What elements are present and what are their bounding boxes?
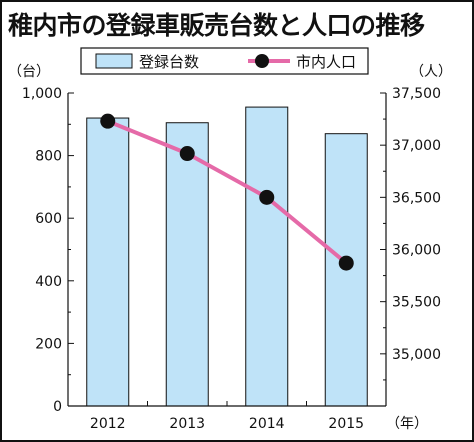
legend-bar-swatch xyxy=(95,53,133,69)
right-tick-label: 36,500 xyxy=(392,190,441,206)
bar-2014 xyxy=(245,106,289,407)
x-axis-ticks: 2012 2013 2014 2015 xyxy=(90,401,364,432)
right-tick-label: 35,500 xyxy=(392,295,441,311)
right-tick-label: 37,500 xyxy=(392,86,441,102)
right-tick-label: 37,000 xyxy=(392,138,441,154)
left-tick-label: 1,000 xyxy=(22,86,62,102)
left-axis-unit: （台） xyxy=(8,64,50,80)
left-tick-label: 400 xyxy=(35,274,62,290)
right-axis-unit: （人） xyxy=(410,64,452,80)
population-point-2013 xyxy=(179,146,195,162)
x-tick-label: 2012 xyxy=(90,416,126,432)
left-tick-label: 600 xyxy=(35,211,62,227)
x-tick-label: 2015 xyxy=(328,416,364,432)
left-tick-label: 800 xyxy=(35,149,62,165)
bar-series xyxy=(86,106,368,407)
legend-line-label: 市内人口 xyxy=(296,53,356,71)
chart-title: 稚内市の登録車販売台数と人口の推移 xyxy=(8,11,425,40)
bar-2013 xyxy=(165,122,209,407)
left-tick-label: 0 xyxy=(53,399,62,415)
left-tick-label: 200 xyxy=(35,336,62,352)
legend: 登録台数 市内人口 xyxy=(80,47,369,75)
legend-line-marker xyxy=(255,54,269,68)
x-tick-label: 2013 xyxy=(169,416,205,432)
x-tick-label: 2014 xyxy=(249,416,285,432)
right-axis-ticks: 35,000 35,500 36,000 36,500 37,000 37,500 xyxy=(380,86,441,381)
right-tick-label: 35,000 xyxy=(392,347,441,363)
line-series xyxy=(100,113,354,271)
population-point-2014 xyxy=(259,189,275,205)
right-tick-label: 36,000 xyxy=(392,243,441,259)
x-axis-unit: （年） xyxy=(386,416,428,432)
population-point-2012 xyxy=(100,113,116,129)
bar-2012 xyxy=(86,117,130,407)
population-line xyxy=(105,119,349,266)
population-point-2015 xyxy=(338,255,354,271)
legend-bar-label: 登録台数 xyxy=(139,53,199,71)
left-axis-ticks: 0 200 400 600 800 1,000 xyxy=(22,86,74,415)
